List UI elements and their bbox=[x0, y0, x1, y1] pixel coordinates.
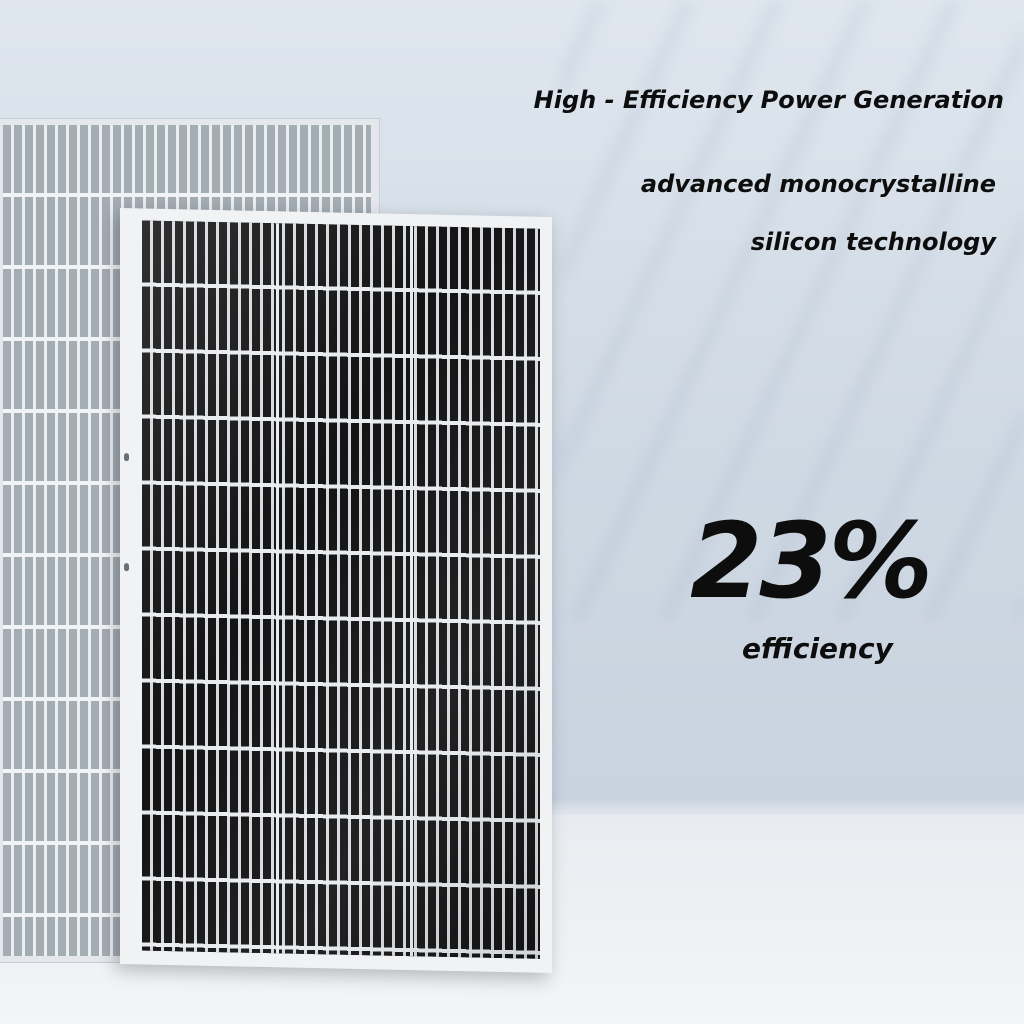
mounting-hole bbox=[124, 563, 129, 572]
front-panel-cells bbox=[142, 220, 540, 959]
efficiency-value: 23% bbox=[690, 500, 933, 622]
headline: High - Efficiency Power Generation bbox=[533, 86, 1004, 114]
leaf-shadow-decoration bbox=[560, 0, 1024, 620]
subline-technology: advanced monocrystalline bbox=[640, 170, 996, 198]
front-solar-panel-image bbox=[120, 208, 552, 974]
cell-column-divider bbox=[410, 226, 413, 957]
cell-column-divider bbox=[276, 223, 279, 954]
subline-silicon: silicon technology bbox=[750, 228, 996, 256]
mounting-hole bbox=[124, 453, 129, 462]
efficiency-label: efficiency bbox=[742, 632, 893, 665]
